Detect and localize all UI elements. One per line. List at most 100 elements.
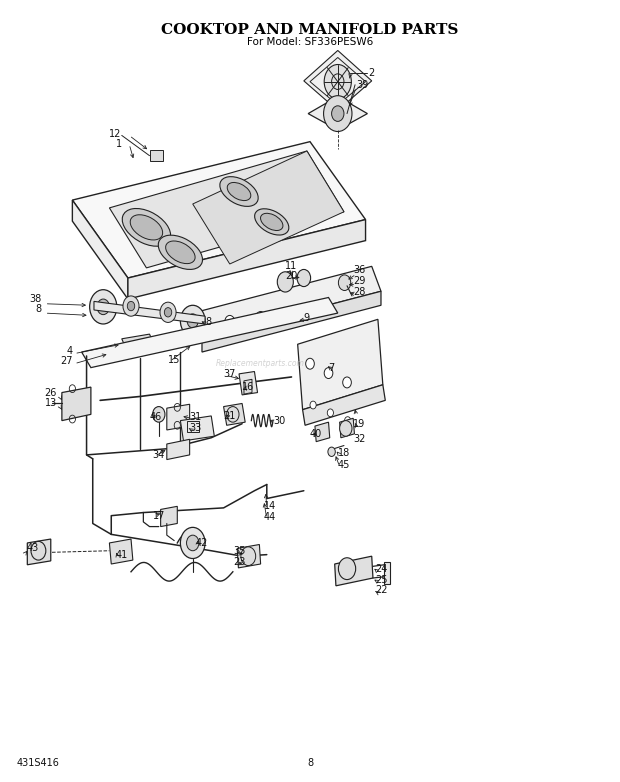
Text: 28: 28	[353, 287, 366, 297]
Polygon shape	[122, 334, 156, 353]
Ellipse shape	[130, 215, 162, 240]
Text: 11: 11	[285, 260, 298, 271]
Circle shape	[327, 409, 334, 417]
Polygon shape	[167, 439, 190, 460]
Text: 29: 29	[353, 276, 366, 286]
Text: 15: 15	[168, 355, 180, 365]
Polygon shape	[335, 556, 373, 586]
Circle shape	[340, 421, 352, 436]
Text: 7: 7	[329, 363, 335, 373]
Circle shape	[97, 299, 109, 314]
Polygon shape	[340, 418, 355, 438]
Text: 36: 36	[353, 265, 365, 275]
Text: 18: 18	[338, 448, 350, 458]
Text: 33: 33	[190, 423, 202, 433]
Circle shape	[123, 296, 139, 316]
Circle shape	[339, 558, 356, 579]
Text: 4: 4	[66, 346, 73, 357]
Text: 45: 45	[338, 460, 350, 470]
Text: 1: 1	[115, 139, 122, 149]
Ellipse shape	[227, 182, 251, 200]
Circle shape	[324, 368, 333, 378]
Polygon shape	[298, 319, 383, 410]
Text: 37: 37	[224, 369, 236, 378]
Text: 19: 19	[353, 418, 365, 429]
Polygon shape	[128, 220, 366, 299]
Polygon shape	[82, 297, 338, 368]
Text: 24: 24	[375, 564, 387, 574]
Text: 13: 13	[45, 399, 57, 408]
Circle shape	[187, 535, 199, 551]
Circle shape	[31, 541, 46, 560]
Text: 41: 41	[115, 550, 128, 560]
Circle shape	[324, 95, 352, 131]
Ellipse shape	[158, 235, 203, 270]
Text: 8: 8	[205, 317, 211, 328]
Polygon shape	[94, 301, 205, 324]
Text: 21: 21	[224, 411, 236, 421]
Circle shape	[343, 377, 352, 388]
Text: 31: 31	[190, 411, 202, 421]
Circle shape	[324, 64, 352, 99]
Circle shape	[310, 401, 316, 409]
Circle shape	[90, 289, 117, 324]
Polygon shape	[167, 404, 190, 430]
Circle shape	[345, 417, 351, 425]
Polygon shape	[62, 387, 91, 421]
Circle shape	[180, 305, 205, 336]
Circle shape	[311, 304, 321, 317]
Text: 26: 26	[45, 389, 57, 398]
Text: 27: 27	[60, 357, 73, 367]
Circle shape	[127, 301, 135, 310]
Circle shape	[241, 547, 255, 565]
Text: 22: 22	[375, 586, 388, 595]
Text: 39: 39	[356, 80, 368, 90]
Text: 42: 42	[196, 538, 208, 548]
Polygon shape	[73, 142, 366, 278]
Text: 14: 14	[264, 501, 276, 511]
Circle shape	[227, 407, 239, 422]
Polygon shape	[304, 51, 372, 110]
Text: 431S416: 431S416	[17, 759, 60, 769]
Text: 25: 25	[375, 575, 388, 585]
Ellipse shape	[122, 209, 170, 246]
Circle shape	[306, 358, 314, 369]
Circle shape	[160, 302, 176, 322]
Circle shape	[332, 106, 344, 121]
Polygon shape	[109, 539, 133, 564]
Ellipse shape	[220, 177, 258, 206]
Circle shape	[339, 275, 351, 290]
Text: 30: 30	[273, 415, 285, 425]
Circle shape	[164, 307, 172, 317]
Text: 12: 12	[109, 129, 122, 139]
Text: 17: 17	[153, 511, 165, 521]
Text: COOKTOP AND MANIFOLD PARTS: COOKTOP AND MANIFOLD PARTS	[161, 23, 459, 38]
Circle shape	[225, 315, 235, 328]
Circle shape	[153, 407, 165, 422]
Polygon shape	[313, 353, 329, 382]
Text: 34: 34	[153, 450, 165, 460]
Polygon shape	[237, 544, 260, 568]
Polygon shape	[244, 379, 252, 394]
Circle shape	[187, 314, 198, 328]
Ellipse shape	[255, 209, 289, 235]
Text: 8: 8	[307, 759, 313, 769]
Text: 32: 32	[353, 434, 366, 444]
Text: 2: 2	[369, 68, 375, 78]
Text: 23: 23	[233, 557, 246, 567]
Circle shape	[180, 527, 205, 558]
Polygon shape	[73, 200, 128, 299]
Polygon shape	[193, 267, 381, 338]
Text: 46: 46	[149, 411, 162, 421]
Text: 38: 38	[29, 294, 42, 304]
Polygon shape	[161, 506, 177, 526]
Polygon shape	[303, 385, 385, 425]
Polygon shape	[193, 151, 344, 264]
Ellipse shape	[166, 241, 195, 264]
Text: 43: 43	[26, 543, 38, 554]
Circle shape	[255, 311, 265, 324]
Ellipse shape	[260, 213, 283, 231]
Polygon shape	[27, 539, 51, 565]
Bar	[384, 562, 390, 584]
Text: 16: 16	[242, 382, 254, 392]
